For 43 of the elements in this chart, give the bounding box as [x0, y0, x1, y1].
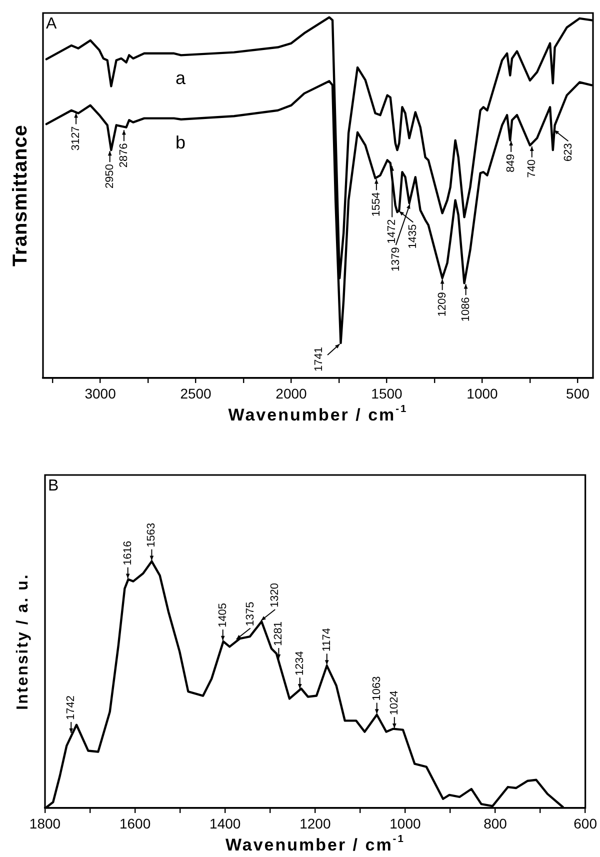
annotation: 1024 [388, 690, 400, 716]
annotation: 1086 [460, 297, 472, 322]
x-tick-label: 3000 [84, 385, 116, 402]
x-tick-label: 1500 [371, 385, 403, 402]
series-label: b [175, 132, 186, 152]
annotation: 849 [505, 154, 518, 172]
series-label: a [175, 68, 186, 88]
annotation: 1616 [122, 540, 134, 566]
x-tick-label: 2000 [276, 385, 308, 402]
annotation: 2950 [104, 164, 116, 189]
x-tick-label: 1600 [119, 815, 151, 832]
x-tick-label: 1200 [300, 815, 331, 832]
annotation: 740 [526, 159, 538, 178]
annotation: 1405 [216, 603, 229, 628]
annotation: 1741 [312, 347, 325, 372]
chart-title: A [46, 15, 57, 32]
annotation: 3127 [70, 126, 82, 151]
x-tick-label: 500 [566, 385, 590, 402]
annotation: 623 [562, 143, 574, 162]
y-axis-title: Transmittance [10, 124, 32, 267]
x-tick-label: 1000 [390, 815, 421, 832]
annotation: 1379 [390, 247, 402, 272]
annotation: 1209 [436, 292, 448, 317]
annotation: 1281 [272, 622, 285, 646]
annotation: 1375 [244, 602, 256, 626]
x-tick-label: 1800 [29, 815, 61, 832]
annotation: 1472 [386, 219, 398, 244]
chart-title: B [48, 477, 59, 494]
x-tick-label: 2500 [180, 385, 212, 402]
annotation: 1554 [370, 192, 382, 217]
annotation: 1742 [65, 696, 78, 720]
annotation: 1435 [407, 224, 420, 249]
annotation: 1063 [370, 676, 383, 701]
annotation: 1563 [146, 522, 158, 548]
annotation: 1320 [269, 583, 282, 608]
x-tick-label: 800 [484, 815, 508, 832]
annotation: 1174 [320, 628, 333, 652]
x-tick-label: 1000 [466, 385, 498, 402]
x-tick-label: 600 [574, 815, 598, 832]
y-axis-title: Intensity / a. u. [14, 573, 32, 710]
annotation: 2876 [118, 143, 130, 168]
x-tick-label: 1400 [210, 815, 241, 832]
annotation: 1234 [294, 651, 306, 676]
